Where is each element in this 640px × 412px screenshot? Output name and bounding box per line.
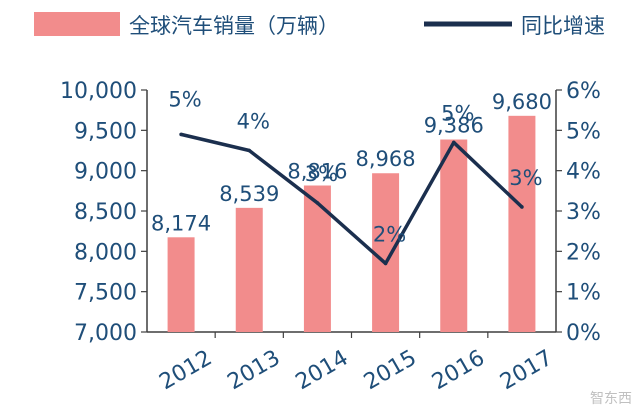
line-value-label: 5% (441, 101, 474, 125)
y-left-tick-label: 8,500 (74, 200, 137, 225)
bar-value-label: 8,968 (356, 147, 416, 171)
y-left-tick-label: 7,000 (74, 321, 137, 346)
bar (372, 173, 400, 332)
line-value-label: 3% (509, 166, 542, 190)
line-value-label: 5% (168, 87, 201, 111)
line-value-label: 4% (237, 110, 270, 134)
y-left-tick-label: 9,000 (74, 160, 137, 185)
bar (508, 115, 536, 333)
legend-bar-swatch (34, 12, 120, 36)
watermark: 智东西 (590, 391, 632, 407)
y-right-tick-label: 6% (566, 79, 601, 104)
bar (440, 139, 468, 332)
x-tick-label: 2015 (360, 346, 421, 396)
bar (167, 237, 195, 332)
y-left-tick-label: 8,000 (74, 240, 137, 265)
y-left-tick-label: 10,000 (60, 79, 137, 104)
bar-value-label: 9,680 (492, 90, 552, 114)
y-right-tick-label: 2% (566, 240, 601, 265)
growth-point (383, 261, 388, 266)
x-tick-label: 2013 (224, 346, 285, 396)
line-value-label: 3% (305, 162, 338, 186)
line-value-label: 2% (373, 222, 406, 246)
y-right-tick-label: 5% (566, 119, 601, 144)
bar-value-label: 8,174 (151, 211, 211, 235)
y-right-tick-label: 3% (566, 200, 601, 225)
bar-value-label: 9,386 (424, 114, 484, 138)
bar-value-label: 8,816 (287, 160, 347, 184)
bar (235, 207, 263, 332)
growth-point (520, 205, 524, 209)
x-tick-label: 2016 (428, 346, 489, 396)
growth-point (247, 148, 252, 153)
x-tick-label: 2017 (496, 346, 557, 396)
growth-line (180, 132, 524, 266)
growth-point (179, 132, 183, 137)
bar (303, 185, 331, 332)
y-right-tick-label: 0% (566, 321, 601, 346)
legend-bar-label: 全球汽车销量（万辆） (129, 14, 339, 38)
growth-point (315, 201, 320, 205)
y-right-tick-label: 4% (566, 160, 601, 185)
x-tick-label: 2014 (292, 346, 353, 396)
x-tick-label: 2012 (155, 346, 216, 396)
y-left-tick-label: 7,500 (74, 281, 137, 306)
y-right-tick-label: 1% (566, 281, 601, 306)
y-left-tick-label: 9,500 (74, 119, 137, 144)
bar-value-label: 8,539 (219, 182, 279, 206)
legend-line-label: 同比增速 (521, 14, 605, 38)
growth-point (451, 140, 456, 145)
